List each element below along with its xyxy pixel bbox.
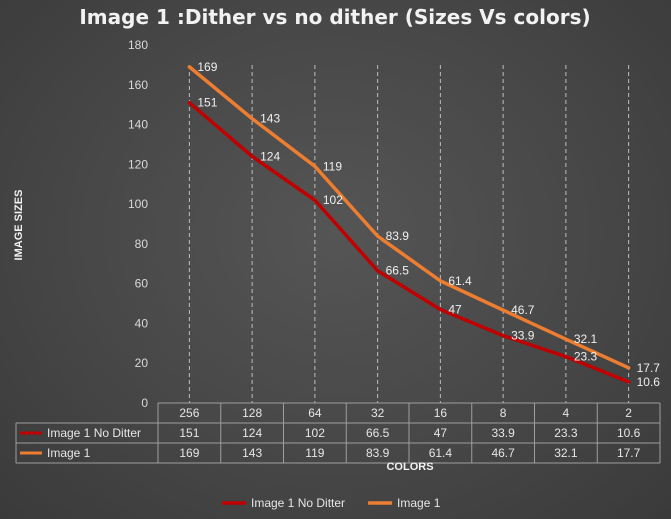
series-line bbox=[187, 100, 631, 384]
table-cell: 61.4 bbox=[429, 446, 453, 460]
y-axis-ticks: 0 20 40 60 80 100 120 140 160 180 bbox=[128, 38, 148, 410]
data-label: 83.9 bbox=[386, 229, 410, 243]
table-cell: 33.9 bbox=[491, 426, 515, 440]
table-series-name: Image 1 No Ditter bbox=[47, 426, 141, 440]
data-label: 17.7 bbox=[637, 361, 661, 375]
y-tick-label: 80 bbox=[135, 237, 149, 251]
data-label: 119 bbox=[323, 159, 342, 173]
gridlines bbox=[188, 65, 630, 403]
table-cell: 46.7 bbox=[491, 446, 515, 460]
table-cell: 66.5 bbox=[366, 426, 390, 440]
chart-title: Image 1 :Dither vs no dither (Sizes Vs c… bbox=[79, 5, 590, 29]
y-tick-label: 180 bbox=[128, 38, 148, 52]
table-cell: 169 bbox=[179, 446, 199, 460]
y-tick-label: 140 bbox=[128, 118, 148, 132]
y-tick-label: 40 bbox=[135, 316, 149, 330]
y-tick-label: 160 bbox=[128, 78, 148, 92]
table-header-cell: 2 bbox=[625, 406, 632, 420]
data-label: 124 bbox=[260, 149, 280, 163]
table-cell: 119 bbox=[305, 446, 324, 460]
data-table: 256 128 64 32 16 8 4 2 Image 1 No Ditter 151 124 10… bbox=[15, 402, 661, 464]
table-header-cell: 32 bbox=[371, 406, 385, 420]
data-label: 46.7 bbox=[511, 303, 535, 317]
legend-label: Image 1 bbox=[397, 496, 441, 510]
y-tick-label: 60 bbox=[135, 277, 149, 291]
table-cell: 124 bbox=[242, 426, 262, 440]
table-header-cell: 256 bbox=[179, 406, 199, 420]
data-label: 66.5 bbox=[386, 264, 410, 278]
data-label: 10.6 bbox=[637, 375, 661, 389]
table-header-cell: 8 bbox=[500, 406, 507, 420]
legend: Image 1 No Ditter Image 1 bbox=[222, 496, 441, 510]
data-label: 102 bbox=[323, 193, 343, 207]
table-cell: 83.9 bbox=[366, 446, 390, 460]
table-header-cell: 16 bbox=[434, 406, 448, 420]
table-header-cell: 64 bbox=[308, 406, 322, 420]
table-cell: 47 bbox=[434, 426, 448, 440]
data-label: 151 bbox=[197, 96, 217, 110]
table-series-name: Image 1 bbox=[47, 446, 91, 460]
y-tick-label: 120 bbox=[128, 157, 148, 171]
table-header-cell: 4 bbox=[563, 406, 570, 420]
data-label: 61.4 bbox=[448, 274, 472, 288]
x-axis-title: COLORS bbox=[386, 461, 433, 473]
data-label: 33.9 bbox=[511, 329, 535, 343]
table-cell: 10.6 bbox=[617, 426, 641, 440]
table-cell: 23.3 bbox=[554, 426, 578, 440]
data-label: 32.1 bbox=[574, 332, 598, 346]
series-line bbox=[187, 65, 631, 370]
table-cell: 17.7 bbox=[617, 446, 641, 460]
table-cell: 143 bbox=[242, 446, 262, 460]
data-label: 143 bbox=[260, 112, 280, 126]
data-label: 169 bbox=[197, 60, 217, 74]
y-tick-label: 0 bbox=[141, 396, 148, 410]
y-tick-label: 100 bbox=[128, 197, 148, 211]
data-label: 47 bbox=[448, 303, 462, 317]
table-header-cell: 128 bbox=[242, 406, 262, 420]
legend-label: Image 1 No Ditter bbox=[251, 496, 345, 510]
series-lines bbox=[187, 65, 631, 384]
table-cell: 151 bbox=[179, 426, 199, 440]
table-cell: 102 bbox=[305, 426, 325, 440]
y-tick-label: 20 bbox=[135, 356, 149, 370]
data-labels: 151 124 102 66.5 47 33.9 23.3 10.6 169 143 119 83.9… bbox=[197, 60, 660, 389]
data-label: 23.3 bbox=[574, 350, 598, 364]
y-axis-title: IMAGE SIZES bbox=[13, 190, 25, 261]
table-cell: 32.1 bbox=[554, 446, 578, 460]
